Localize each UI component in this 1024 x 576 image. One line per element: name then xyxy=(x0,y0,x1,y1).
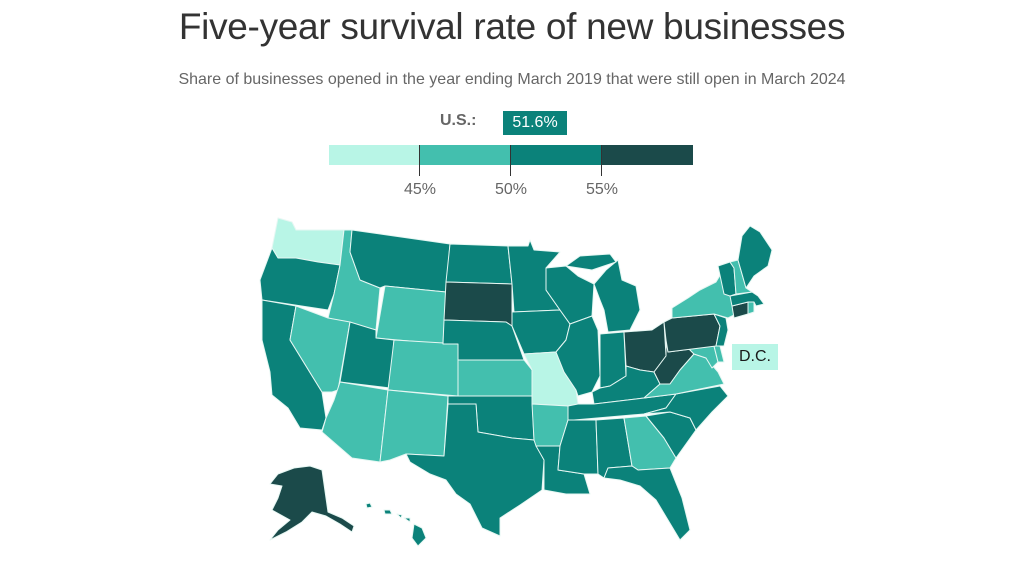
state-IL[interactable] xyxy=(555,315,601,397)
legend-tick-50 xyxy=(510,145,511,176)
state-TX[interactable] xyxy=(405,403,545,537)
state-AK[interactable] xyxy=(269,465,355,541)
legend-bin-50-55 xyxy=(511,145,602,165)
state-MA[interactable] xyxy=(729,291,765,307)
chart-title: Five-year survival rate of new businesse… xyxy=(178,6,846,47)
state-HI[interactable] xyxy=(365,502,427,547)
state-AZ[interactable] xyxy=(321,381,389,463)
state-NM[interactable] xyxy=(379,389,449,463)
legend-bin-below-45 xyxy=(329,145,420,165)
state-KS[interactable] xyxy=(457,359,533,397)
legend-bin-45-50 xyxy=(420,145,511,165)
state-FL[interactable] xyxy=(603,465,691,541)
state-RI[interactable] xyxy=(747,301,755,315)
state-WY[interactable] xyxy=(375,285,447,345)
state-NV[interactable] xyxy=(289,305,351,393)
color-legend xyxy=(329,145,693,165)
state-ND[interactable] xyxy=(445,243,513,285)
state-PA[interactable] xyxy=(663,313,721,353)
state-MI[interactable] xyxy=(565,253,641,333)
state-NJ[interactable] xyxy=(713,313,729,347)
state-CO[interactable] xyxy=(387,339,461,397)
state-NC[interactable] xyxy=(643,385,729,431)
state-SD[interactable] xyxy=(443,281,513,327)
national-label: U.S.: xyxy=(440,112,477,129)
legend-bin-55-plus xyxy=(602,145,693,165)
national-value-badge: 51.6% xyxy=(503,111,567,135)
legend-tick-45 xyxy=(419,145,420,176)
legend-tick-55 xyxy=(601,145,602,176)
chart-subtitle: Share of businesses opened in the year e… xyxy=(178,71,846,88)
dc-callout-label: D.C. xyxy=(732,344,778,370)
legend-tick-label-45: 45% xyxy=(403,181,437,198)
legend-tick-label-50: 50% xyxy=(494,181,528,198)
state-ME[interactable] xyxy=(737,225,773,289)
legend-tick-label-55: 55% xyxy=(585,181,619,198)
